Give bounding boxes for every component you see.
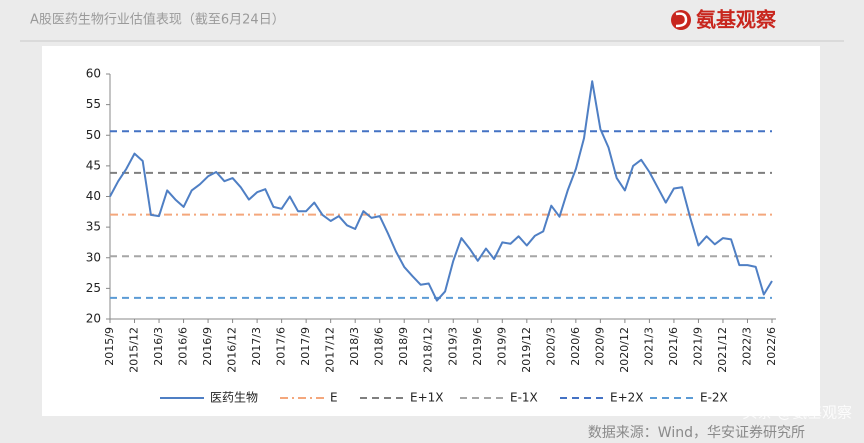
legend-label: E+1X bbox=[410, 391, 444, 405]
x-tick-label: 2022/3 bbox=[740, 327, 753, 366]
x-tick-label: 2020/6 bbox=[569, 327, 582, 366]
x-tick-label: 2018/3 bbox=[348, 327, 361, 366]
x-tick-label: 2021/6 bbox=[667, 327, 680, 366]
y-tick-label: 20 bbox=[86, 312, 101, 326]
x-tick-label: 2021/12 bbox=[716, 327, 729, 373]
x-tick-label: 2016/6 bbox=[177, 327, 190, 366]
x-tick-label: 2017/6 bbox=[275, 327, 288, 366]
logo-swirl bbox=[675, 12, 688, 28]
legend-label: E-1X bbox=[510, 391, 538, 405]
x-tick-label: 2021/9 bbox=[691, 327, 704, 366]
series-line bbox=[109, 80, 773, 302]
x-tick-label: 2019/6 bbox=[471, 327, 484, 366]
x-tick-label: 2018/9 bbox=[397, 327, 410, 366]
x-tick-label: 2020/12 bbox=[618, 327, 631, 373]
x-tick-label: 2015/9 bbox=[103, 327, 116, 366]
y-tick-label: 30 bbox=[86, 250, 101, 264]
x-tick-label: 2015/12 bbox=[128, 327, 141, 373]
logo-text: 氨基观察 bbox=[696, 8, 777, 32]
x-tick-label: 2021/3 bbox=[642, 327, 655, 366]
x-tick-label: 2018/12 bbox=[422, 327, 435, 373]
y-tick-label: 50 bbox=[86, 128, 101, 142]
x-tick-label: 2017/12 bbox=[324, 327, 337, 373]
source-note: 数据来源：Wind，华安证券研究所 bbox=[588, 425, 805, 441]
watermark: 头条 @氨基观察 bbox=[742, 404, 852, 422]
y-tick-label: 35 bbox=[86, 220, 101, 234]
x-tick-label: 2020/9 bbox=[593, 327, 606, 366]
y-tick-label: 40 bbox=[86, 189, 101, 203]
x-tick-label: 2019/12 bbox=[520, 327, 533, 373]
x-tick-label: 2016/12 bbox=[226, 327, 239, 373]
legend-label: E bbox=[330, 391, 338, 405]
legend-label: 医药生物 bbox=[210, 391, 258, 405]
legend-label: E-2X bbox=[700, 391, 728, 405]
x-tick-label: 2019/3 bbox=[446, 327, 459, 366]
x-tick-label: 2017/3 bbox=[250, 327, 263, 366]
y-tick-label: 60 bbox=[86, 67, 101, 81]
y-tick-label: 25 bbox=[86, 281, 101, 295]
y-tick-label: 45 bbox=[86, 158, 101, 172]
legend-label: E+2X bbox=[610, 391, 644, 405]
chart-area bbox=[42, 46, 820, 416]
x-tick-label: 2016/3 bbox=[152, 327, 165, 366]
x-tick-label: 2016/9 bbox=[201, 327, 214, 366]
y-tick-label: 55 bbox=[86, 97, 101, 111]
page-title: A股医药生物行业估值表现（截至6月24日） bbox=[30, 12, 285, 28]
x-tick-label: 2022/6 bbox=[765, 327, 778, 366]
x-tick-label: 2017/9 bbox=[299, 327, 312, 366]
x-tick-label: 2019/9 bbox=[495, 327, 508, 366]
x-tick-label: 2018/6 bbox=[373, 327, 386, 366]
x-tick-label: 2020/3 bbox=[544, 327, 557, 366]
